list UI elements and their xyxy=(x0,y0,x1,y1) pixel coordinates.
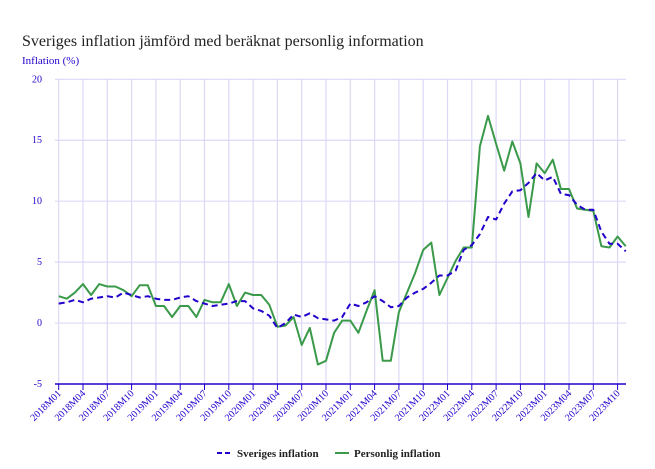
series-line-sveriges-inflation xyxy=(58,172,627,329)
y-tick-label: 15 xyxy=(32,135,42,146)
chart-title: Sveriges inflation jämförd med beräknat … xyxy=(22,33,424,50)
y-tick-label: 20 xyxy=(32,74,42,85)
y-tick-label: 5 xyxy=(37,257,42,268)
legend-label-personlig-inflation: Personlig inflation xyxy=(354,448,440,460)
legend-label-sveriges-inflation: Sveriges inflation xyxy=(237,448,319,460)
y-tick-label: -5 xyxy=(34,379,42,390)
y-axis-label: Inflation (%) xyxy=(22,55,80,67)
series-line-personlig-inflation xyxy=(58,114,627,366)
y-tick-label: 10 xyxy=(32,196,42,207)
y-tick-label: 0 xyxy=(37,318,42,329)
